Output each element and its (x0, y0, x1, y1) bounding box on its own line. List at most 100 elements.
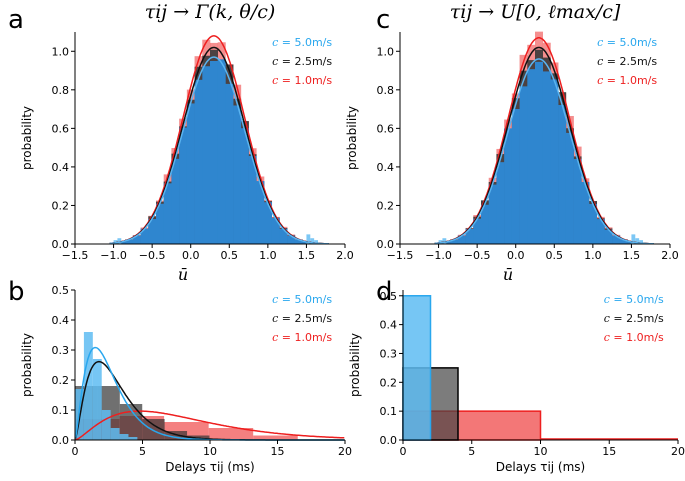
a-hist-c5-bar (156, 203, 165, 244)
c-hist-c5-bar (612, 235, 621, 244)
c-ytick-label: 0.6 (377, 122, 395, 135)
legend-symbol: c (604, 293, 610, 306)
a-hist-c5-bar (148, 219, 157, 244)
c-hist-c5-bar (473, 218, 482, 244)
c-hist-c5-bar (519, 86, 528, 244)
c-hist-c5-bar (596, 219, 605, 244)
b-hist-c5-bar (110, 428, 120, 440)
legend-text: = 1.0m/s (610, 331, 664, 344)
c-xtick-label: −0.5 (464, 249, 491, 262)
a-hist-c5-bar (202, 66, 211, 244)
a-hist-c5-bar (186, 103, 195, 244)
d-xlabel: Delays τij (ms) (496, 460, 586, 474)
b-hist-c25-bar (142, 419, 165, 440)
c-hist-c5-bar (565, 132, 574, 244)
d-ytick-label: 0.3 (380, 347, 398, 360)
b-ytick-label: 0.3 (52, 344, 70, 357)
a-panel-label: a (8, 5, 24, 35)
b-hist-c5-bar (101, 410, 111, 440)
c-ytick-label: 0.0 (377, 238, 395, 251)
d-xtick-label: 15 (602, 445, 616, 458)
legend-text: = 2.5m/s (278, 312, 332, 325)
panel-c: −1.5 −1.0 −0.5 0.0 0.5 1.0 1.5 2.0 0.0 0.2 0.4 0.6 0… (345, 1, 679, 284)
a-hist-c5-bar (271, 217, 280, 244)
a-xtick-label: −0.5 (139, 249, 166, 262)
d-ytick-label: 0.2 (380, 376, 398, 389)
a-hist-c5-bar (163, 183, 172, 244)
a-tail-bar (310, 238, 315, 244)
d-ytick-label: 0.5 (380, 290, 398, 303)
b-xtick-label: 15 (271, 445, 285, 458)
legend-symbol: c (604, 312, 610, 325)
d-xtick-label: 20 (671, 445, 685, 458)
b-ytick-label: 0.5 (52, 284, 70, 297)
b-ytick-label: 0.4 (52, 314, 70, 327)
legend-symbol: c (272, 312, 278, 325)
b-panel-label: b (8, 277, 25, 307)
b-ytick-label: 0.1 (52, 404, 70, 417)
b-hist-c25-bar (164, 431, 188, 440)
c-hist-c5-bar (457, 235, 466, 244)
c-hist-c5-bar (496, 162, 505, 244)
d-ylabel: probability (348, 333, 362, 397)
c-hist-c5-bar (488, 184, 497, 244)
d-ytick-label: 0.0 (380, 434, 398, 447)
a-hist-c5-bar (117, 241, 126, 244)
legend-text: = 2.5m/s (278, 55, 332, 68)
c-title: τij → U[0, ℓmax/c] (450, 1, 621, 23)
legend-symbol: c (604, 331, 610, 344)
b-hist-c1-bar (208, 428, 254, 440)
b-legend-entry: c = 2.5m/s (272, 312, 332, 325)
legend-text: = 5.0m/s (278, 36, 332, 49)
c-hist-c5-bar (535, 61, 544, 245)
d-legend-entry: c = 2.5m/s (604, 312, 664, 325)
panel-b: 0 5 10 15 20 0.0 0.1 0.2 0.3 0.4 0.5 probability Del… (8, 277, 352, 474)
c-tail-bar (635, 238, 640, 244)
c-xtick-label: −1.5 (387, 249, 414, 262)
a-tail-bar (314, 240, 318, 244)
legend-symbol: c (597, 36, 603, 49)
legend-symbol: c (272, 55, 278, 68)
b-ytick-label: 0.0 (52, 434, 70, 447)
a-xtick-label: −1.5 (62, 249, 89, 262)
legend-text: = 5.0m/s (610, 293, 664, 306)
c-hist-c5-bar (450, 239, 459, 244)
c-legend-entry: c = 1.0m/s (597, 74, 657, 87)
legend-text: = 2.5m/s (610, 312, 664, 325)
c-ylabel: probability (345, 106, 359, 170)
a-ytick-label: 0.8 (52, 84, 70, 97)
a-hist-c5-bar (140, 228, 149, 244)
c-hist-c5-bar (573, 159, 582, 244)
a-hist-c5-bar (279, 228, 288, 244)
c-panel-label: c (376, 5, 390, 35)
c-hist-c5-bar (527, 69, 536, 244)
a-hist-c5-bar (132, 235, 141, 244)
a-xtick-label: −1.0 (100, 249, 127, 262)
a-xtick-label: 2.0 (336, 249, 354, 262)
a-ytick-label: 1.0 (52, 45, 70, 58)
a-fit-c5 (109, 56, 329, 245)
a-hist-c5-bar (194, 79, 203, 244)
c-ytick-label: 0.4 (377, 161, 395, 174)
c-legend-entry: c = 2.5m/s (597, 55, 657, 68)
c-hist-c5-bar (481, 204, 490, 244)
c-xlabel: ū (503, 265, 513, 284)
a-ytick-label: 0.0 (52, 238, 70, 251)
c-tail-bar (639, 240, 643, 244)
b-hist-c1-bar (253, 435, 298, 440)
d-hist-c5-bar (402, 295, 432, 441)
d-xtick-label: 0 (400, 445, 407, 458)
c-xtick-label: 1.0 (584, 249, 602, 262)
a-ylabel: probability (20, 106, 34, 170)
legend-text: = 1.0m/s (603, 74, 657, 87)
b-xtick-label: 0 (72, 445, 79, 458)
c-hist-c5-bar (504, 128, 513, 244)
legend-text: = 1.0m/s (278, 74, 332, 87)
b-xtick-label: 10 (203, 445, 217, 458)
c-ytick-label: 0.2 (377, 199, 395, 212)
c-ytick-label: 0.8 (377, 84, 395, 97)
a-hist-c5-bar (171, 158, 180, 244)
d-xtick-label: 5 (468, 445, 475, 458)
legend-text: = 5.0m/s (278, 293, 332, 306)
legend-symbol: c (597, 74, 603, 87)
